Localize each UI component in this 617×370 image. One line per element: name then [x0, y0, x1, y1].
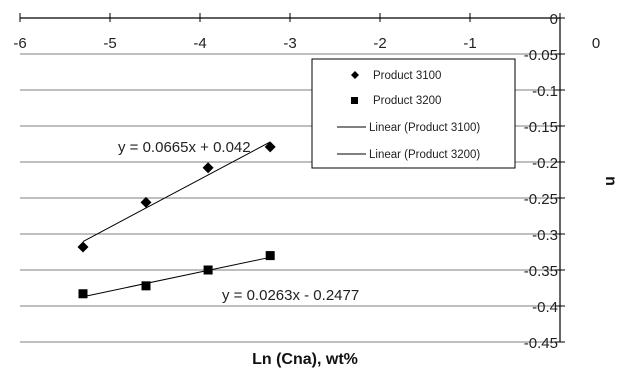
legend-label-linear-product-3200: Linear (Product 3200) — [369, 149, 480, 161]
legend-box — [311, 58, 516, 169]
y-axis-ticks: 0 -0.05 -0.1 -0.15 -0.2 -0.25 -0.3 -0.35 -0.4 -0.… — [524, 11, 565, 352]
legend-diamond-icon — [351, 71, 359, 79]
trendline-equation-product-3200: y = 0.0263x - 0.2477 — [222, 287, 359, 304]
x-tick-label: -5 — [103, 35, 116, 52]
y-tick-label: -0.35 — [524, 263, 558, 280]
data-point-diamond — [140, 196, 152, 208]
y-tick-label: -0.45 — [524, 335, 558, 352]
x-tick-label: -1 — [463, 35, 476, 52]
x-axis-title: Ln (Cna), wt% — [252, 351, 358, 368]
gridlines — [20, 53, 560, 343]
y-tick-label: -0.05 — [524, 47, 558, 64]
data-point-diamond — [77, 241, 89, 253]
y-axis-title: n — [602, 176, 617, 186]
legend-item-product-3100: Product 3100 — [351, 70, 441, 82]
trendline-product-3100 — [82, 141, 271, 242]
data-point-square — [141, 281, 151, 291]
data-point-square — [203, 265, 213, 275]
data-points — [77, 141, 276, 299]
legend-label-product-3200: Product 3200 — [373, 95, 441, 107]
y-tick-label: -0.1 — [532, 83, 558, 100]
trendlines — [82, 141, 271, 298]
x-tick-label: -3 — [283, 35, 296, 52]
x-tick-label: -6 — [13, 35, 26, 52]
y-tick-label: 0 — [550, 11, 558, 28]
y-tick-label: -0.2 — [532, 155, 558, 172]
legend-item-linear-product-3100: Linear (Product 3100) — [337, 122, 480, 134]
data-point-square — [265, 251, 275, 261]
y-tick-label: -0.3 — [532, 227, 558, 244]
legend-label-linear-product-3100: Linear (Product 3100) — [369, 122, 480, 134]
x-tick-label: -4 — [193, 35, 206, 52]
data-point-diamond — [202, 162, 214, 174]
x-tick-label: -2 — [373, 35, 386, 52]
y-tick-label: -0.15 — [524, 119, 558, 136]
trendline-product-3200 — [82, 256, 271, 298]
trendline-equation-product-3100: y = 0.0665x + 0.042 — [118, 139, 251, 156]
y-tick-label: -0.25 — [524, 191, 558, 208]
data-point-square — [78, 289, 88, 299]
legend-label-product-3100: Product 3100 — [373, 70, 441, 82]
legend-item-linear-product-3200: Linear (Product 3200) — [337, 149, 480, 161]
legend: Product 3100 Product 3200 Linear (Produc… — [311, 58, 516, 169]
legend-item-product-3200: Product 3200 — [351, 95, 441, 107]
y-tick-label: -0.4 — [532, 299, 558, 316]
x-axis-ticks: -6 -5 -4 -3 -2 -1 0 — [13, 13, 600, 52]
x-tick-label: 0 — [592, 35, 600, 52]
data-point-diamond — [264, 141, 276, 153]
legend-square-icon — [351, 97, 358, 104]
